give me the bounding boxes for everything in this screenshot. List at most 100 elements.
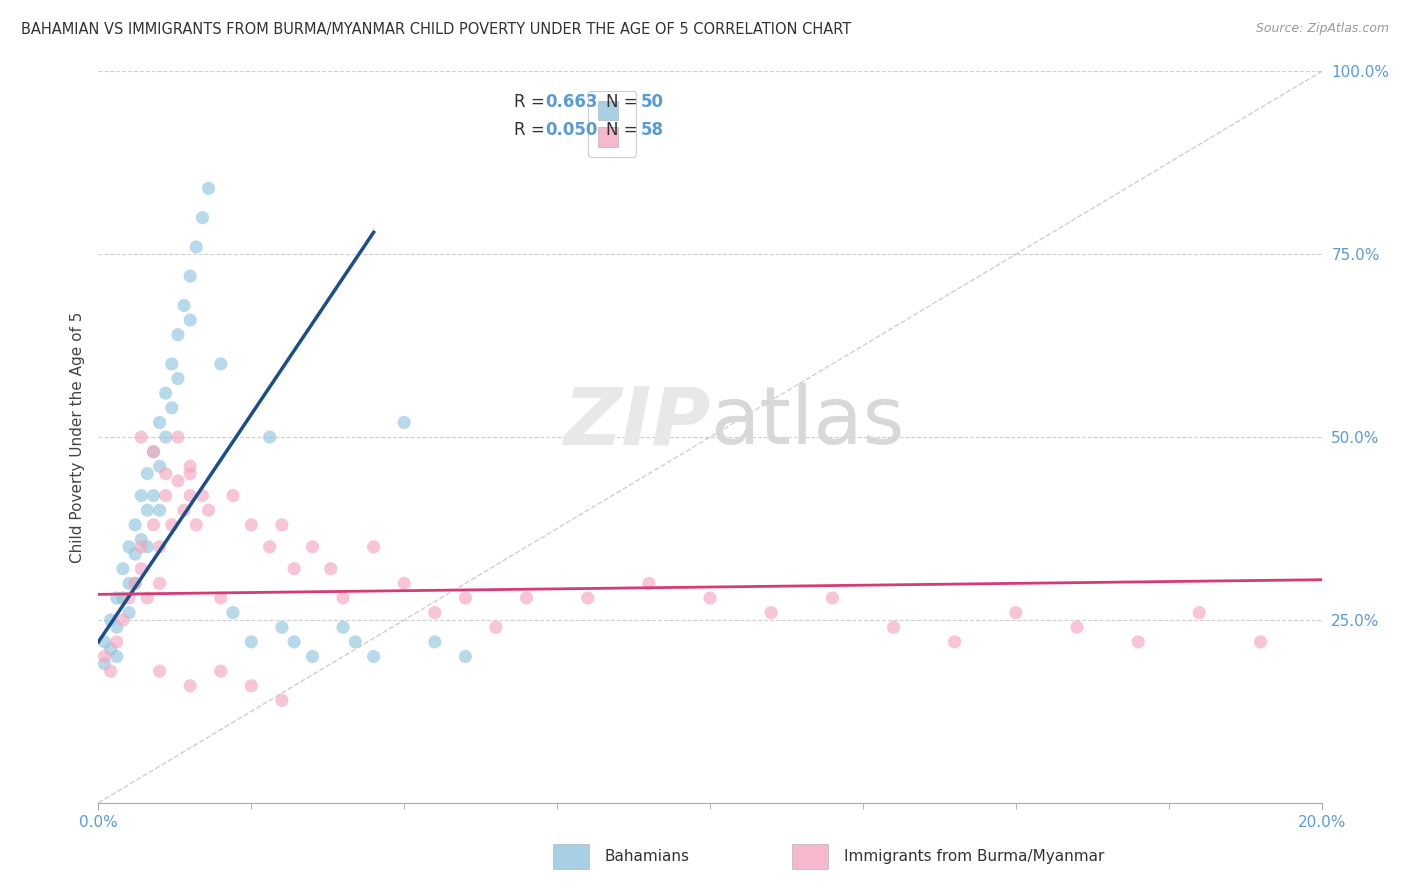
Point (129, 489, 152, 503)
Point (179, 489, 201, 503)
Y-axis label: Child Poverty Under the Age of 5: Child Poverty Under the Age of 5 (69, 311, 84, 563)
Point (759, 606, 782, 620)
Point (173, 503, 195, 517)
Point (149, 664, 172, 678)
Point (259, 430, 281, 444)
Point (197, 503, 219, 517)
Point (197, 181, 219, 195)
Point (111, 591, 134, 605)
Legend: , : , (588, 91, 637, 157)
Point (179, 679, 201, 693)
Point (124, 517, 146, 532)
Point (209, 591, 232, 605)
Point (100, 613, 122, 627)
Point (485, 620, 508, 634)
Point (240, 635, 263, 649)
Text: 50: 50 (640, 93, 664, 112)
Text: 58: 58 (640, 121, 664, 139)
Point (100, 642, 122, 657)
Point (124, 576, 146, 591)
Point (136, 467, 159, 481)
Point (637, 576, 661, 591)
Point (1188, 606, 1211, 620)
Point (454, 649, 477, 664)
Point (319, 562, 342, 576)
Point (363, 540, 385, 554)
Point (111, 613, 134, 627)
Point (149, 503, 172, 517)
Text: 0.663: 0.663 (546, 93, 598, 112)
Point (423, 606, 446, 620)
Point (392, 416, 416, 430)
Point (142, 489, 165, 503)
Point (142, 444, 165, 458)
Point (155, 467, 177, 481)
Point (167, 327, 190, 342)
Point (142, 517, 165, 532)
Point (149, 540, 172, 554)
Point (821, 591, 844, 605)
Point (179, 313, 201, 327)
Point (105, 635, 128, 649)
Point (259, 540, 281, 554)
Point (191, 211, 214, 225)
Point (129, 430, 152, 444)
Text: R =: R = (515, 121, 550, 139)
Point (118, 591, 141, 605)
Point (516, 591, 538, 605)
FancyBboxPatch shape (553, 844, 589, 869)
Point (883, 620, 905, 634)
Point (136, 540, 159, 554)
Point (149, 416, 172, 430)
Point (270, 517, 292, 532)
Point (149, 576, 172, 591)
Point (179, 459, 201, 474)
Point (1128, 635, 1150, 649)
Point (160, 401, 183, 415)
Text: Source: ZipAtlas.com: Source: ZipAtlas.com (1256, 22, 1389, 36)
Point (118, 576, 141, 591)
Point (423, 635, 446, 649)
Point (105, 620, 128, 634)
Point (124, 547, 146, 561)
FancyBboxPatch shape (792, 844, 828, 869)
Point (149, 459, 172, 474)
Point (576, 591, 599, 605)
Point (167, 474, 190, 488)
Point (1066, 620, 1088, 634)
Point (392, 576, 416, 591)
Point (1004, 606, 1026, 620)
Point (93, 657, 115, 671)
Point (105, 591, 128, 605)
Point (344, 635, 367, 649)
Point (222, 606, 245, 620)
Point (129, 533, 152, 547)
Point (136, 503, 159, 517)
Point (332, 591, 354, 605)
Point (173, 298, 195, 312)
Text: R =: R = (515, 93, 550, 112)
Point (332, 620, 354, 634)
Point (111, 562, 134, 576)
Point (943, 635, 966, 649)
Point (301, 649, 323, 664)
Point (209, 357, 232, 371)
Point (129, 540, 152, 554)
Point (93, 649, 115, 664)
Point (155, 430, 177, 444)
Point (105, 649, 128, 664)
Point (129, 562, 152, 576)
Point (270, 693, 292, 707)
Text: 0.050: 0.050 (546, 121, 598, 139)
Point (118, 606, 141, 620)
Point (240, 517, 263, 532)
Point (118, 540, 141, 554)
Text: atlas: atlas (710, 384, 904, 461)
Point (454, 591, 477, 605)
Point (155, 386, 177, 401)
Text: Bahamians: Bahamians (605, 849, 689, 863)
Point (283, 635, 305, 649)
Point (93, 635, 115, 649)
Text: Immigrants from Burma/Myanmar: Immigrants from Burma/Myanmar (844, 849, 1104, 863)
Point (363, 649, 385, 664)
